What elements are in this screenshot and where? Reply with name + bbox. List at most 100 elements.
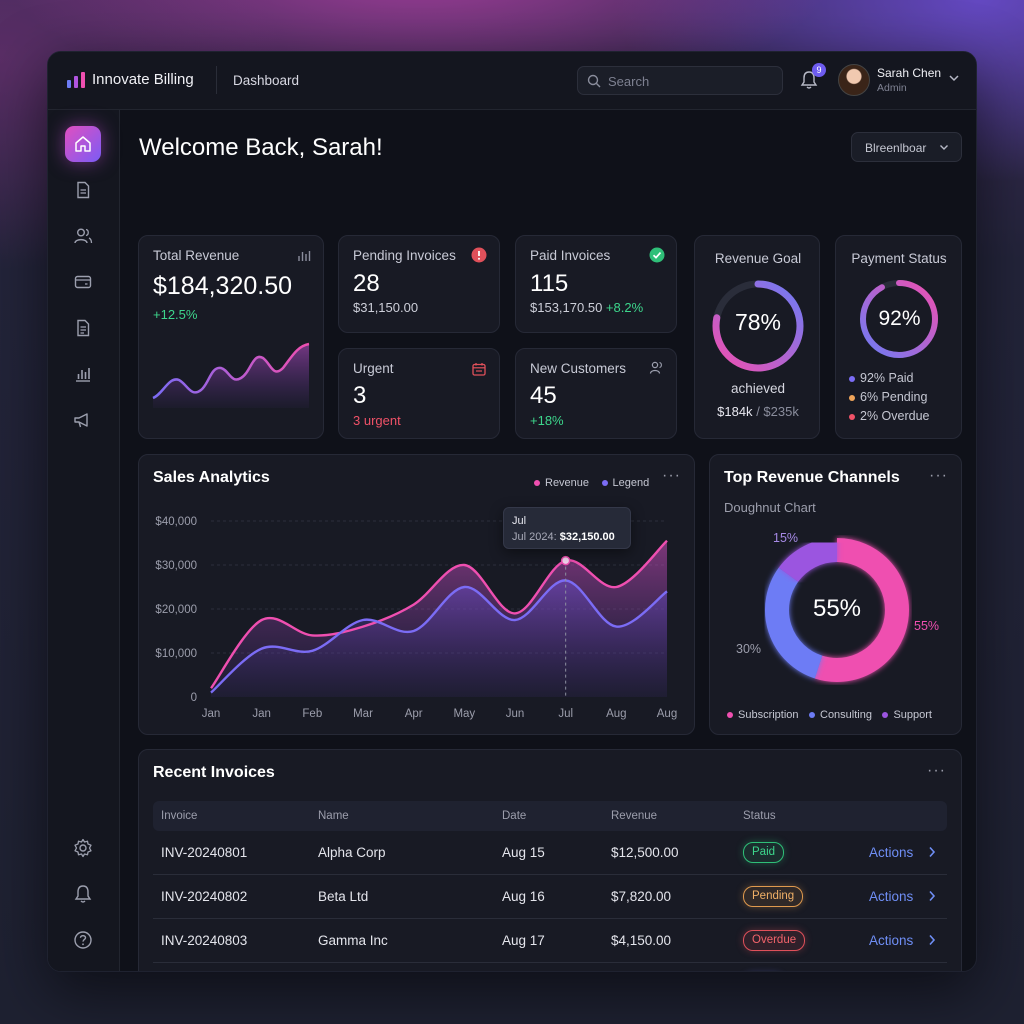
new-customers-card[interactable]: New Customers 45 +18% [515,348,677,439]
cell-revenue: $4,150.00 [611,933,672,948]
y-tick-label: $40,000 [155,516,197,528]
sidebar-item-notifications[interactable] [65,876,101,912]
x-tick-label: Feb [302,708,322,720]
urgent-note: 3 urgent [353,413,401,428]
series-line-legend [210,579,668,694]
paid-invoices-card[interactable]: Paid Invoices 115 $153,170.50 +8.2% [515,235,677,333]
legend-item-secondary[interactable]: Legend [601,477,649,489]
doughnut-slice-support[interactable] [778,538,838,583]
legend-item-subscription[interactable]: Subscription [727,709,799,721]
table-row[interactable]: INV-20240804Custom PracerlincAug 18$4,15… [153,963,947,971]
x-tick-label: Mar [353,708,373,720]
x-tick-label: Apr [405,708,423,720]
slice-label-support: 15% [773,531,799,545]
sidebar-item-help[interactable] [65,922,101,958]
legend-item-consulting[interactable]: Consulting [809,709,872,721]
sidebar-item-home[interactable] [65,126,101,162]
paid-invoices-label: Paid Invoices [530,248,611,263]
legend-item-pending: 6% Pending [849,390,929,404]
users-icon [74,228,93,244]
main-content: Welcome Back, Sarah! Blreenlboar Total R… [120,110,976,971]
payment-status-label: Payment Status [851,251,947,266]
y-tick-label: $20,000 [155,604,197,616]
chevron-right-icon[interactable] [928,890,936,902]
sidebar-item-marketing[interactable] [65,402,101,438]
table-row[interactable]: INV-20240801 Alpha Corp Aug 15 $12,500.00 Pa… [153,831,947,875]
gear-icon [74,838,92,858]
sidebar-item-invoices[interactable] [65,310,101,346]
breadcrumb[interactable]: Dashboard [233,73,300,88]
actions-link[interactable]: Actions [869,889,914,904]
chevron-down-icon [940,145,948,150]
y-tick-label: $10,000 [155,648,197,660]
column-header-name[interactable]: Name [318,810,349,822]
urgent-label: Urgent [353,361,394,376]
x-tick-label: Aug [606,708,626,720]
top-channels-card: Top Revenue Channels ··· Doughnut Chart … [709,454,962,735]
table-row[interactable]: INV-20240802 Beta Ltd Aug 16 $7,820.00 Pendi… [153,875,947,919]
column-header-date[interactable]: Date [502,810,527,822]
search-input[interactable] [608,72,773,90]
chevron-down-icon[interactable] [948,74,960,82]
legend-item-support[interactable]: Support [882,709,932,721]
more-options-icon[interactable]: ··· [662,467,681,484]
payment-status-ring [860,280,938,358]
cell-revenue: $7,820.00 [611,889,672,904]
legend-dot [882,712,889,719]
revenue-sparkline [152,342,310,408]
user-name[interactable]: Sarah Chen [877,66,942,80]
revenue-goal-current: $184k [717,404,753,419]
legend-dot [849,375,855,382]
chevron-right-icon[interactable] [928,934,936,946]
view-select[interactable]: Blreenlboar [851,132,962,162]
sales-analytics-title: Sales Analytics [153,469,270,486]
tooltip-title: Jul [512,515,527,527]
alert-icon [471,247,487,263]
top-channels-subtitle: Doughnut Chart [724,500,816,515]
legend-dot [849,394,855,401]
doughnut-slice-subscription[interactable] [814,538,909,682]
total-revenue-card[interactable]: Total Revenue $184,320.50 +12.5% [138,235,324,439]
payment-status-card[interactable]: Payment Status 92% 92% Paid 6% Pending 2… [835,235,962,439]
sidebar-item-documents[interactable] [65,172,101,208]
urgent-card[interactable]: Urgent 3 3 urgent [338,348,500,439]
x-tick-label: Jan [252,708,271,720]
table-row[interactable]: INV-20240803 Gamma Inc Aug 17 $4,150.00 Over… [153,919,947,963]
actions-link[interactable]: Actions [869,933,914,948]
payment-status-percent: 92% [878,307,921,330]
revenue-goal-percent: 78% [734,309,782,335]
urgent-count: 3 [353,382,367,409]
revenue-goal-card[interactable]: Revenue Goal 78% achieved $184k / $235k [694,235,820,439]
legend-item-revenue[interactable]: Revenue [534,477,589,489]
legend-label: 6% Pending [860,390,928,404]
revenue-goal-label: Revenue Goal [714,251,802,266]
more-options-icon[interactable]: ··· [929,467,948,484]
series-area-legend [211,580,667,697]
notification-badge: 9 [812,63,826,77]
new-customers-label: New Customers [530,361,627,376]
more-options-icon[interactable]: ··· [927,762,946,779]
revenue-goal-caption: achieved [730,381,786,396]
x-tick-label: Aug [657,708,677,720]
sidebar-item-customers[interactable] [65,218,101,254]
column-header-invoice[interactable]: Invoice [161,810,198,822]
home-icon [75,136,91,152]
status-badge: Pending [743,886,804,907]
legend-dot [849,413,855,420]
recent-invoices-card: Recent Invoices ··· Invoice Name Date Re… [138,749,962,971]
bar-chart-icon [76,368,90,382]
cell-date: Aug 15 [502,845,545,860]
chevron-right-icon[interactable] [928,846,936,858]
sidebar-item-payments[interactable] [65,264,101,300]
pending-invoices-card[interactable]: Pending Invoices 28 $31,150.00 [338,235,500,333]
sidebar-item-settings[interactable] [65,830,101,866]
total-revenue-change: +12.5% [153,307,198,322]
doughnut-slice-consulting[interactable] [765,567,823,679]
column-header-revenue[interactable]: Revenue [611,810,658,822]
actions-link[interactable]: Actions [869,845,914,860]
avatar[interactable] [838,64,870,96]
search-box[interactable] [577,66,783,95]
sidebar-item-reports[interactable] [65,356,101,392]
column-header-status[interactable]: Status [743,810,776,822]
legend-label: Consulting [820,709,872,721]
